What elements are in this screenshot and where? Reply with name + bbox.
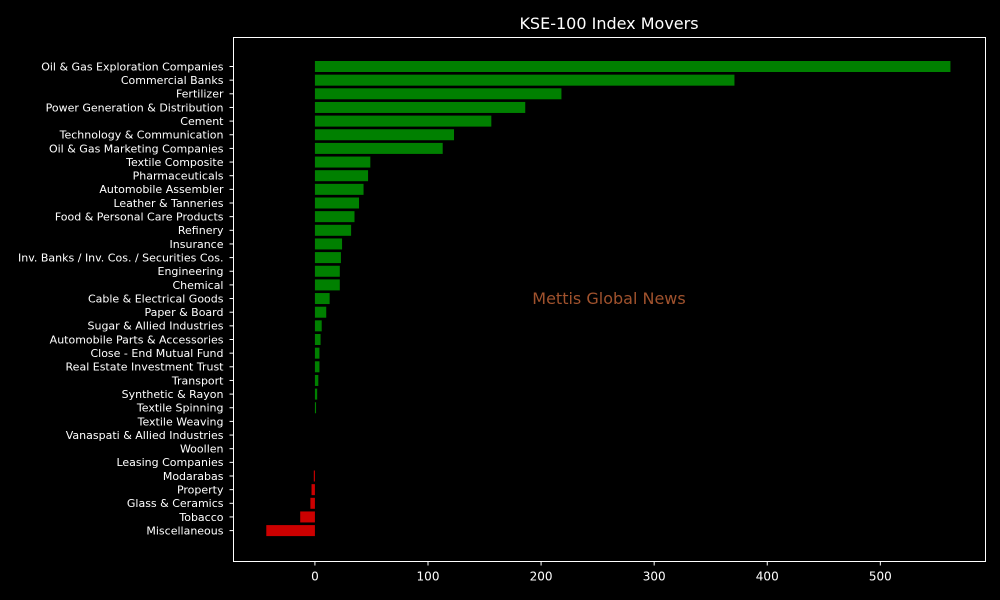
bar bbox=[314, 224, 352, 236]
category-label: Close - End Mutual Fund bbox=[90, 347, 223, 360]
bar bbox=[314, 211, 355, 223]
category-label: Tobacco bbox=[178, 511, 223, 524]
category-label: Automobile Parts & Accessories bbox=[50, 333, 224, 346]
category-label: Real Estate Investment Trust bbox=[66, 361, 225, 374]
category-label: Textile Composite bbox=[125, 156, 224, 169]
bar bbox=[314, 265, 340, 277]
category-label: Power Generation & Distribution bbox=[46, 101, 224, 114]
bar bbox=[314, 238, 343, 250]
bar bbox=[314, 361, 320, 373]
bar bbox=[311, 484, 315, 496]
category-label: Automobile Assembler bbox=[99, 183, 224, 196]
category-label: Food & Personal Care Products bbox=[55, 211, 224, 224]
bar bbox=[314, 388, 318, 400]
bar bbox=[314, 156, 371, 168]
bar bbox=[314, 347, 320, 359]
category-label: Commercial Banks bbox=[121, 74, 224, 87]
category-label: Paper & Board bbox=[144, 306, 223, 319]
category-label: Sugar & Allied Industries bbox=[87, 320, 223, 333]
category-label: Vanaspati & Allied Industries bbox=[66, 429, 224, 442]
bar bbox=[314, 183, 364, 195]
chart-title: KSE-100 Index Movers bbox=[519, 14, 698, 33]
bar bbox=[314, 74, 735, 86]
x-tick-label: 200 bbox=[530, 570, 553, 584]
bar bbox=[314, 197, 360, 209]
bar bbox=[310, 497, 315, 509]
category-label: Miscellaneous bbox=[146, 524, 223, 537]
category-label: Refinery bbox=[178, 224, 224, 237]
watermark-text: Mettis Global News bbox=[532, 289, 685, 308]
category-label: Pharmaceuticals bbox=[133, 170, 224, 183]
bar bbox=[314, 293, 330, 305]
category-label: Leather & Tanneries bbox=[113, 197, 223, 210]
category-label: Modarabas bbox=[163, 470, 224, 483]
bar bbox=[314, 115, 492, 127]
bar bbox=[314, 129, 455, 141]
plot-frame bbox=[233, 37, 986, 562]
x-tick-label: 400 bbox=[756, 570, 779, 584]
category-label: Technology & Communication bbox=[59, 129, 224, 142]
bar bbox=[314, 170, 369, 182]
category-label: Synthetic & Rayon bbox=[122, 388, 224, 401]
category-label: Inv. Banks / Inv. Cos. / Securities Cos. bbox=[18, 251, 223, 264]
category-label: Leasing Companies bbox=[116, 456, 223, 469]
bar bbox=[314, 306, 327, 318]
bar bbox=[300, 511, 315, 523]
bar bbox=[314, 88, 562, 100]
bar bbox=[314, 334, 321, 345]
bar bbox=[314, 279, 340, 291]
category-label: Transport bbox=[171, 374, 224, 387]
bar bbox=[314, 61, 951, 72]
category-label: Textile Weaving bbox=[137, 415, 224, 428]
bar bbox=[314, 252, 341, 264]
bar bbox=[314, 142, 443, 154]
category-label: Insurance bbox=[170, 238, 224, 251]
category-label: Cement bbox=[180, 115, 224, 128]
category-label: Cable & Electrical Goods bbox=[88, 292, 224, 305]
bar bbox=[314, 101, 526, 113]
bar bbox=[314, 320, 322, 332]
x-axis-ticks: 0 100 200 300 400 500 bbox=[311, 561, 892, 584]
bar-series bbox=[266, 61, 951, 537]
x-tick-label: 300 bbox=[643, 570, 666, 584]
bar bbox=[314, 402, 317, 414]
bar bbox=[314, 374, 319, 386]
bar bbox=[313, 470, 315, 482]
category-label: Chemical bbox=[172, 279, 223, 292]
category-label: Engineering bbox=[158, 265, 224, 278]
category-label: Oil & Gas Marketing Companies bbox=[49, 142, 224, 155]
category-label: Fertilizer bbox=[176, 88, 224, 101]
category-label: Woollen bbox=[180, 443, 224, 456]
category-label: Oil & Gas Exploration Companies bbox=[41, 60, 224, 73]
x-tick-label: 100 bbox=[417, 570, 440, 584]
bar bbox=[266, 525, 315, 537]
category-labels: Oil & Gas Exploration CompaniesCommercia… bbox=[18, 60, 234, 537]
x-tick-label: 500 bbox=[869, 570, 892, 584]
category-label: Glass & Ceramics bbox=[127, 497, 224, 510]
category-label: Textile Spinning bbox=[136, 402, 224, 415]
category-label: Property bbox=[177, 484, 224, 497]
x-tick-label: 0 bbox=[311, 570, 319, 584]
